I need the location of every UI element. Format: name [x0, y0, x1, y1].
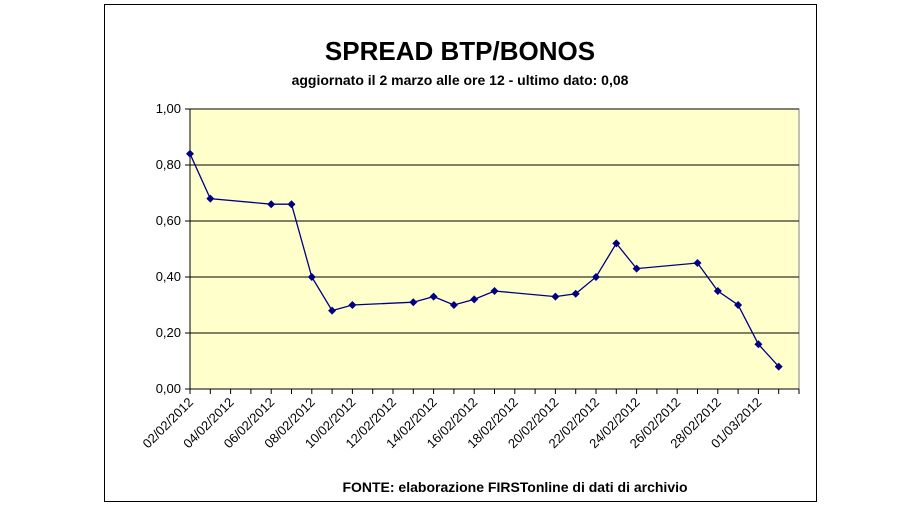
- x-tick-labels: 02/02/201204/02/201206/02/201208/02/2012…: [139, 395, 764, 452]
- data-point: [470, 295, 479, 304]
- data-point: [429, 292, 438, 301]
- y-tick-label: 1,00: [156, 101, 181, 116]
- chart-frame: SPREAD BTP/BONOS aggiornato il 2 marzo a…: [104, 4, 817, 502]
- data-point: [449, 301, 458, 309]
- data-point: [612, 239, 621, 248]
- data-point: [551, 292, 560, 301]
- data-point: [693, 259, 702, 267]
- data-point: [774, 362, 783, 371]
- y-tick-label: 0,00: [156, 381, 181, 396]
- data-point: [307, 273, 316, 281]
- data-point: [328, 306, 337, 315]
- y-tick-label: 0,60: [156, 213, 181, 228]
- chart-source: FONTE: elaborazione FIRSTonline di dati …: [342, 479, 687, 495]
- data-point: [713, 287, 722, 295]
- data-point: [571, 289, 580, 298]
- data-point: [186, 149, 194, 158]
- series-line: [189, 153, 780, 368]
- y-tick-label: 0,40: [156, 269, 181, 284]
- data-point: [632, 264, 641, 273]
- chart-svg: SPREAD BTP/BONOS aggiornato il 2 marzo a…: [139, 36, 800, 495]
- data-point: [409, 298, 418, 307]
- data-point: [734, 301, 743, 309]
- plot-area: [189, 108, 800, 390]
- data-point: [754, 340, 763, 349]
- data-point: [592, 273, 600, 281]
- y-tick-label: 0,20: [156, 325, 181, 340]
- data-point: [287, 200, 296, 209]
- data-point: [267, 200, 276, 209]
- data-point: [206, 194, 215, 203]
- data-point: [348, 301, 357, 309]
- y-tick-labels: 0,00 0,20 0,40 0,60 0,80 1,00: [156, 101, 181, 396]
- y-tick-label: 0,80: [156, 157, 181, 172]
- grid-lines: [190, 108, 799, 334]
- chart-title: SPREAD BTP/BONOS: [325, 36, 595, 66]
- data-series: [186, 149, 783, 371]
- chart-subtitle: aggiornato il 2 marzo alle ore 12 - ulti…: [292, 72, 629, 88]
- data-point: [490, 287, 499, 295]
